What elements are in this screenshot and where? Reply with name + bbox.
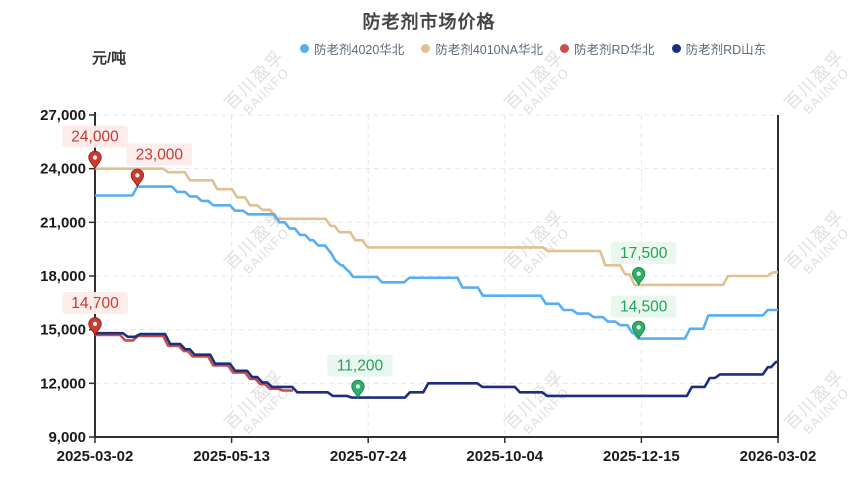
- y-tick-label: 18,000: [40, 268, 86, 285]
- x-tick-label: 2025-07-24: [330, 448, 407, 465]
- pin-dot: [92, 155, 98, 160]
- pin-dot: [636, 271, 641, 276]
- annotation-label-bg: [126, 143, 193, 166]
- x-tick-label: 2025-03-02: [57, 448, 134, 465]
- map-pin-icon: [88, 150, 102, 171]
- legend: 防老剂4020华北 防老剂4010NA华北 防老剂RD华北 防老剂RD山东: [300, 39, 766, 58]
- annotation-label-bg: [62, 292, 128, 315]
- y-tick-label: 24,000: [40, 161, 86, 178]
- legend-dot-icon: [671, 44, 681, 53]
- annotation-24,000: 24,000: [62, 125, 128, 171]
- annotation-label: 24,000: [71, 129, 119, 146]
- x-tick-label: 2026-03-02: [740, 448, 817, 465]
- chart-title: 防老剂市场价格: [362, 12, 496, 32]
- map-pin-icon: [351, 379, 365, 400]
- y-axis-unit: 元/吨: [92, 50, 127, 67]
- legend-dot-icon: [421, 44, 431, 53]
- pin-dot: [355, 384, 361, 389]
- annotation-label: 23,000: [136, 147, 184, 164]
- legend-item-1[interactable]: 防老剂4010NA华北: [421, 39, 543, 58]
- y-tick-label: 27,000: [40, 107, 86, 124]
- annotation-23,000: 23,000: [126, 143, 193, 188]
- x-tick-label: 2025-12-15: [603, 448, 680, 465]
- legend-item-2[interactable]: 防老剂RD华北: [560, 39, 655, 58]
- y-tick-label: 21,000: [40, 214, 86, 231]
- annotation-label-bg: [610, 241, 677, 264]
- legend-item-3[interactable]: 防老剂RD山东: [671, 39, 767, 58]
- series-line-1[interactable]: [95, 185, 778, 340]
- annotation-label-bg: [610, 295, 677, 318]
- annotation-label: 17,500: [620, 245, 668, 262]
- annotation-17,500: 17,500: [610, 241, 677, 287]
- legend-label: 防老剂4010NA华北: [435, 43, 543, 57]
- annotation-label-bg: [327, 354, 393, 377]
- map-pin-icon: [88, 317, 102, 337]
- annotation-14,500: 14,500: [610, 295, 677, 341]
- pin-dot: [92, 321, 98, 326]
- legend-label: 防老剂RD山东: [685, 43, 767, 57]
- pin-dot: [636, 325, 641, 330]
- x-tick-label: 2025-05-13: [193, 448, 270, 465]
- map-pin-icon: [631, 320, 646, 341]
- annotation-11,200: 11,200: [327, 354, 393, 400]
- annotation-label: 11,200: [337, 358, 384, 375]
- map-pin-icon: [130, 168, 145, 188]
- legend-label: 防老剂4020华北: [314, 43, 405, 57]
- y-tick-label: 12,000: [40, 375, 86, 392]
- annotation-label-bg: [62, 125, 128, 148]
- y-tick-label: 15,000: [40, 322, 86, 339]
- series-line-3[interactable]: [95, 331, 778, 399]
- annotation-label: 14,500: [620, 299, 668, 316]
- series-line-0[interactable]: [95, 167, 778, 287]
- legend-dot-icon: [560, 44, 569, 53]
- legend-label: 防老剂RD华北: [574, 43, 655, 57]
- legend-item-0[interactable]: 防老剂4020华北: [300, 39, 404, 58]
- legend-dot-icon: [300, 44, 309, 53]
- pin-dot: [135, 173, 140, 178]
- annotation-14,700: 14,700: [62, 292, 128, 337]
- map-pin-icon: [631, 267, 646, 287]
- annotation-label: 14,700: [71, 295, 119, 312]
- x-tick-label: 2025-10-04: [466, 448, 543, 465]
- y-tick-label: 9,000: [48, 429, 86, 446]
